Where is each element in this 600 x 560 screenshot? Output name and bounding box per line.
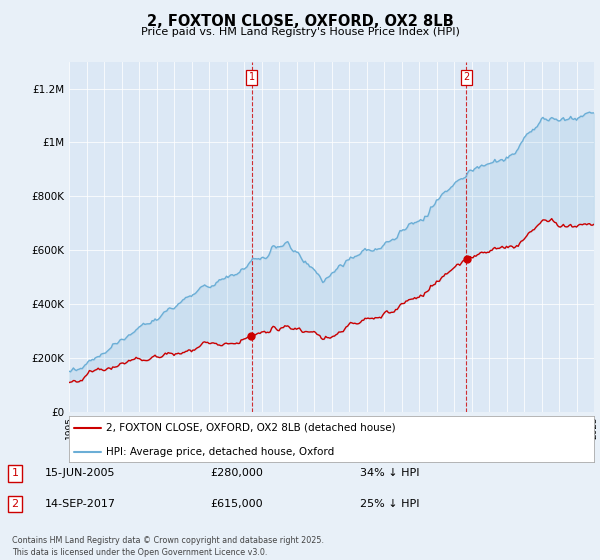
Text: 1: 1 (11, 468, 19, 478)
Text: £615,000: £615,000 (210, 499, 263, 509)
Text: 2, FOXTON CLOSE, OXFORD, OX2 8LB: 2, FOXTON CLOSE, OXFORD, OX2 8LB (146, 14, 454, 29)
Text: 1: 1 (249, 72, 255, 82)
Text: £280,000: £280,000 (210, 468, 263, 478)
Text: 2: 2 (11, 499, 19, 509)
Text: 14-SEP-2017: 14-SEP-2017 (45, 499, 116, 509)
Text: 2: 2 (463, 72, 470, 82)
Text: Price paid vs. HM Land Registry's House Price Index (HPI): Price paid vs. HM Land Registry's House … (140, 27, 460, 37)
Text: 2, FOXTON CLOSE, OXFORD, OX2 8LB (detached house): 2, FOXTON CLOSE, OXFORD, OX2 8LB (detach… (106, 423, 395, 432)
Text: Contains HM Land Registry data © Crown copyright and database right 2025.
This d: Contains HM Land Registry data © Crown c… (12, 536, 324, 557)
Text: 25% ↓ HPI: 25% ↓ HPI (360, 499, 419, 509)
Text: 34% ↓ HPI: 34% ↓ HPI (360, 468, 419, 478)
Text: 15-JUN-2005: 15-JUN-2005 (45, 468, 115, 478)
Text: HPI: Average price, detached house, Oxford: HPI: Average price, detached house, Oxfo… (106, 447, 334, 457)
